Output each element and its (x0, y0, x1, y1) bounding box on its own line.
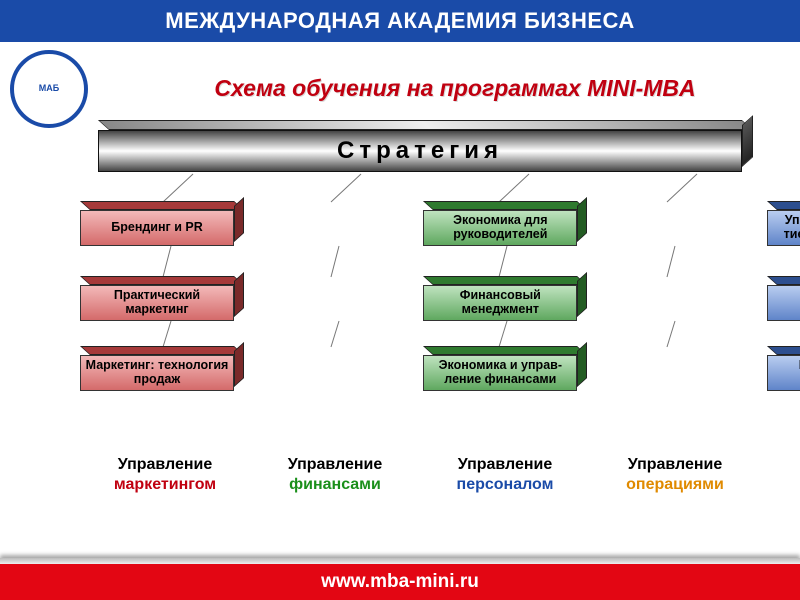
diagram: Стратегия Брендинг и PR Экономика для рук… (80, 120, 760, 450)
category-labels: УправлениемаркетингомУправлениефинансами… (80, 455, 760, 495)
course-label: Экономика и управ- ление финансами (423, 355, 577, 391)
category-label: Управлениемаркетингом (81, 455, 249, 495)
course-box: Управление персоналом (767, 285, 800, 321)
course-label: Маркетинг: технология продаж (80, 355, 234, 391)
course-box: Маркетинг: технология продаж (80, 355, 234, 391)
header-bar: МЕЖДУНАРОДНАЯ АКАДЕМИЯ БИЗНЕСА (0, 0, 800, 42)
course-label: Менеджмент в организации (767, 355, 800, 391)
course-label: Практический маркетинг (80, 285, 234, 321)
footer-bar: www.mba-mini.ru (0, 558, 800, 600)
course-label: Брендинг и PR (80, 210, 234, 246)
row-1: Практический маркетинг Финансовый менеджм… (80, 285, 760, 321)
course-label: Финансовый менеджмент (423, 285, 577, 321)
strategy-label: Стратегия (337, 137, 503, 165)
course-box: Управление разви- тием и изменением (767, 210, 800, 246)
course-label: Экономика для руководителей (423, 210, 577, 246)
category-label: Управлениеперсоналом (421, 455, 589, 495)
row-2: Маркетинг: технология продаж Экономика и … (80, 355, 760, 391)
page-title: Схема обучения на программах MINI-MBA (130, 75, 780, 102)
course-box: Брендинг и PR (80, 210, 234, 246)
course-box: Экономика и управ- ление финансами (423, 355, 577, 391)
course-box: Финансовый менеджмент (423, 285, 577, 321)
course-label: Управление персоналом (767, 285, 800, 321)
footer-url: www.mba-mini.ru (0, 564, 800, 600)
course-box: Экономика для руководителей (423, 210, 577, 246)
logo-text: МАБ (39, 84, 59, 94)
course-label: Управление разви- тием и изменением (767, 210, 800, 246)
category-label: Управлениефинансами (251, 455, 419, 495)
strategy-box: Стратегия (98, 130, 742, 172)
row-0: Брендинг и PR Экономика для руководителей… (80, 210, 760, 246)
course-box: Практический маркетинг (80, 285, 234, 321)
course-box: Менеджмент в организации (767, 355, 800, 391)
logo: МАБ (10, 50, 88, 128)
category-label: Управлениеоперациями (591, 455, 759, 495)
header-title: МЕЖДУНАРОДНАЯ АКАДЕМИЯ БИЗНЕСА (165, 8, 635, 33)
